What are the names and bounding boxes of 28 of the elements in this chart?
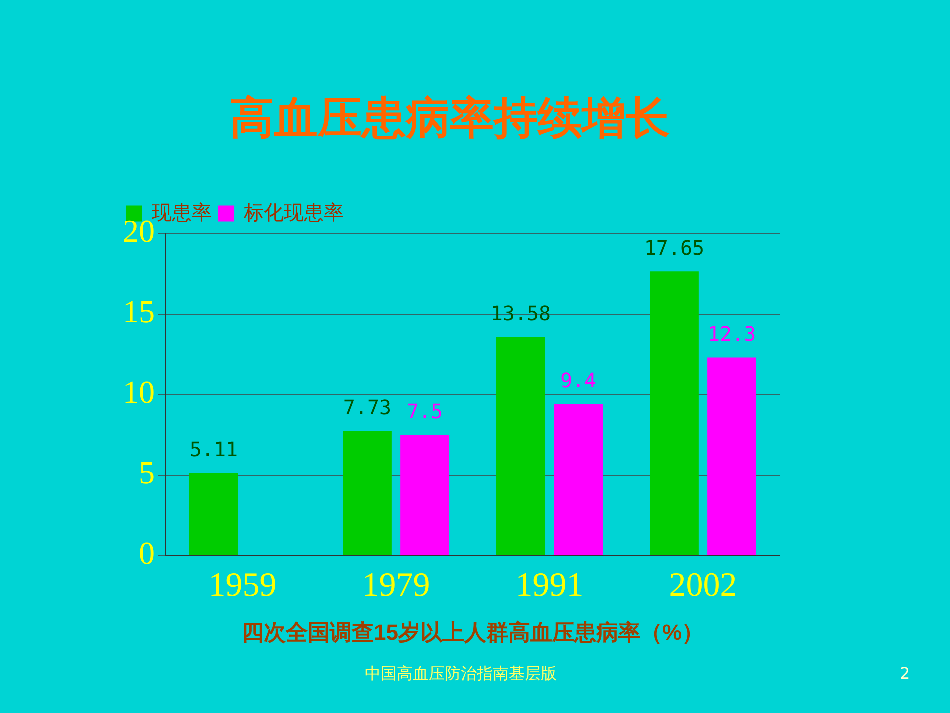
bar bbox=[554, 404, 603, 556]
legend-label: 标化现患率 bbox=[243, 202, 344, 224]
bar bbox=[708, 358, 756, 556]
data-label: 5.11 bbox=[190, 438, 238, 462]
bar bbox=[650, 272, 699, 556]
text: 2 bbox=[900, 664, 910, 683]
x-tick-label: 1979 bbox=[362, 567, 430, 604]
y-tick-label: 15 bbox=[123, 294, 155, 330]
chart-title: 高血压患病率持续增长 bbox=[230, 92, 670, 144]
bar bbox=[400, 435, 450, 556]
x-tick-label: 1959 bbox=[208, 567, 277, 604]
text: 中国高血压防治指南基层版 bbox=[365, 664, 557, 685]
y-tick-label: 0 bbox=[139, 535, 155, 572]
legend-label: 现患率 bbox=[152, 202, 212, 224]
bar bbox=[343, 431, 392, 556]
y-tick-label: 5 bbox=[139, 454, 155, 491]
data-label: 7.73 bbox=[343, 396, 392, 420]
data-label: 17.65 bbox=[644, 236, 705, 260]
data-label: 7.5 bbox=[406, 399, 444, 424]
x-axis-title: 四次全国调查15岁以上人群高血压患病率（%） bbox=[242, 620, 704, 645]
x-tick-label: 1991 bbox=[516, 567, 584, 604]
bar bbox=[496, 337, 546, 556]
data-label: 12.3 bbox=[708, 322, 756, 346]
x-tick-label: 2002 bbox=[669, 567, 738, 604]
data-label: 13.58 bbox=[490, 301, 552, 326]
bar bbox=[190, 474, 238, 556]
data-label: 9.4 bbox=[560, 368, 597, 393]
y-tick-label: 10 bbox=[123, 374, 155, 410]
